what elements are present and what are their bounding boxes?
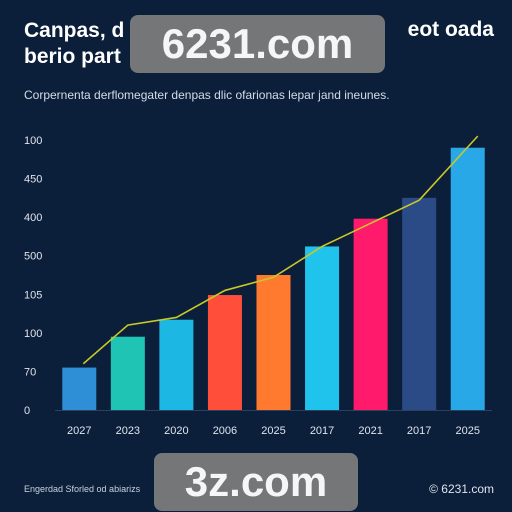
bar bbox=[353, 218, 388, 410]
bar bbox=[256, 275, 291, 410]
bar bbox=[305, 246, 340, 410]
y-tick-label: 105 bbox=[24, 289, 42, 301]
footer-caption: Engerdad Sforled od abiarizs bbox=[24, 484, 141, 494]
x-tick-label: 2027 bbox=[67, 425, 91, 437]
y-tick-label: 500 bbox=[24, 251, 42, 263]
bar bbox=[159, 319, 194, 410]
bar bbox=[110, 336, 145, 410]
y-tick-label: 100 bbox=[24, 328, 42, 340]
y-tick-label: 70 bbox=[24, 366, 36, 378]
x-tick-label: 2025 bbox=[455, 425, 479, 437]
watermark-bottom: 3z.com bbox=[154, 453, 358, 511]
bar bbox=[402, 197, 437, 410]
x-tick-label: 2017 bbox=[407, 425, 431, 437]
title-line-2: berio part bbox=[24, 45, 121, 68]
title-line-1-right: eot oada bbox=[407, 18, 494, 41]
chart-title: Canpas, d berio part eot oada bbox=[24, 18, 494, 70]
x-tick-label: 2017 bbox=[310, 425, 334, 437]
x-tick-label: 2023 bbox=[116, 425, 140, 437]
y-tick-label: 450 bbox=[24, 174, 42, 186]
y-tick-label: 100 bbox=[24, 135, 42, 147]
watermark-top: 6231.com bbox=[130, 15, 385, 73]
chart-subtitle: Corpernenta derflomegater denpas dlic of… bbox=[24, 88, 390, 102]
trend-line bbox=[82, 135, 479, 365]
bar bbox=[207, 295, 242, 410]
y-tick-label: 0 bbox=[24, 405, 30, 417]
x-tick-label: 2020 bbox=[164, 425, 188, 437]
x-tick-label: 2006 bbox=[213, 425, 237, 437]
x-tick-label: 2021 bbox=[358, 425, 382, 437]
y-tick-label: 400 bbox=[24, 212, 42, 224]
footer-copyright: © 6231.com bbox=[429, 482, 494, 496]
bar bbox=[62, 367, 97, 410]
title-line-1: Canpas, d bbox=[24, 19, 125, 42]
x-tick-label: 2025 bbox=[261, 425, 285, 437]
bar bbox=[450, 147, 485, 410]
